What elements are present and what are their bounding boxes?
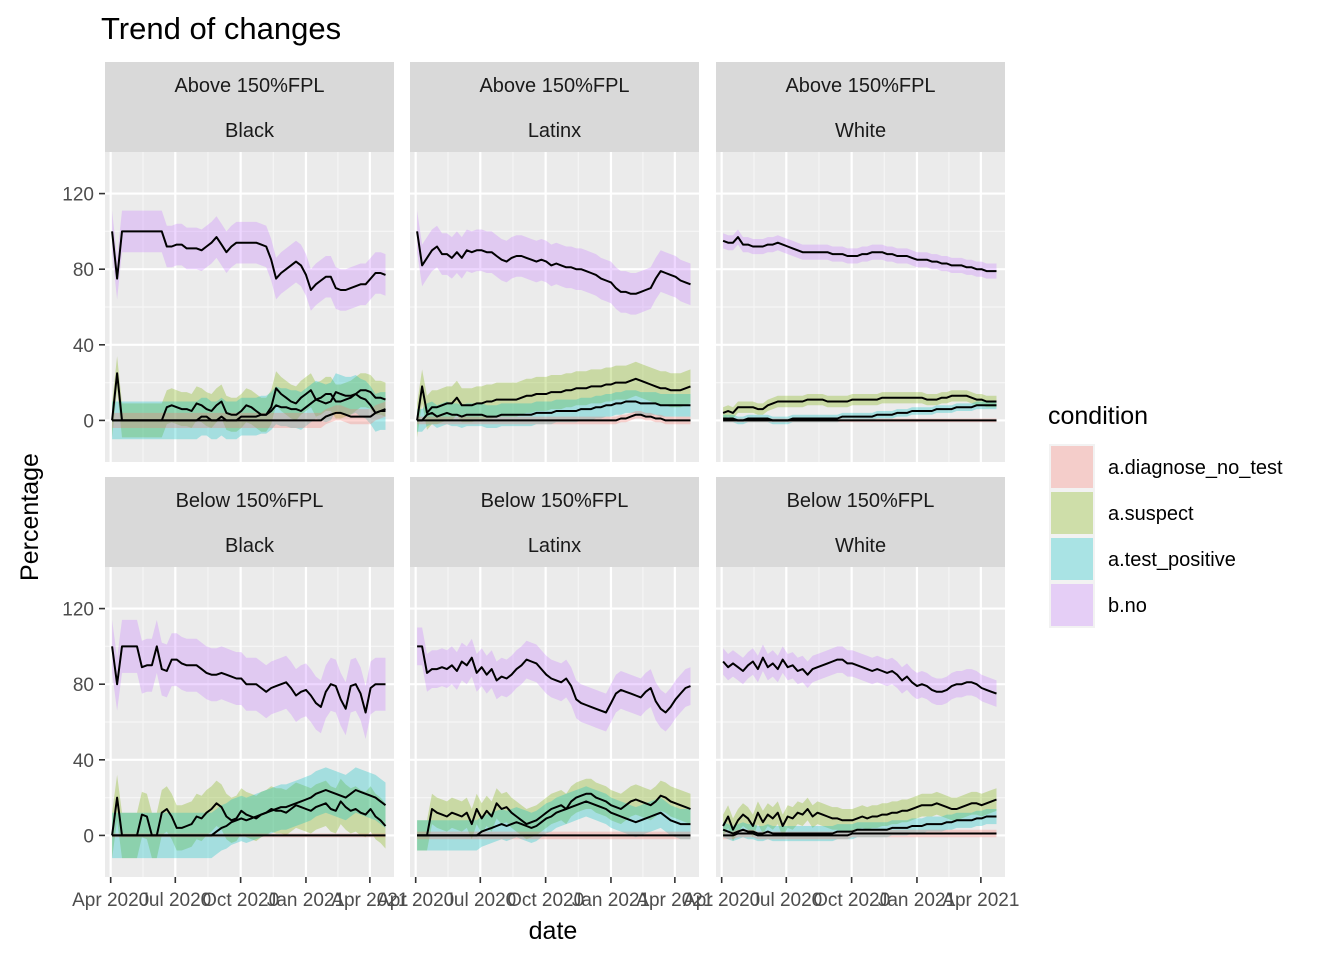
y-tick-label: 120 [62, 600, 94, 621]
facet-strip-label-top: Above 150%FPL [174, 75, 324, 97]
facet-panel: Below 150%FPL Latinx [410, 477, 699, 877]
line-group [416, 231, 691, 422]
legend-key-swatch [1051, 492, 1093, 534]
y-axis-title: Percentage [16, 453, 44, 581]
x-tick-label: Jul 2020 [444, 890, 516, 911]
facet-panel: Above 150%FPL Latinx [410, 62, 699, 462]
x-tick-label: Apr 2020 [377, 890, 454, 911]
legend-label-a-diagnose-no-test: a.diagnose_no_test [1108, 457, 1283, 479]
series-line-b-no [722, 656, 997, 695]
ribbon-b-no [723, 644, 997, 707]
x-tick-label: Jan 2021 [878, 890, 956, 911]
y-tick-label: 40 [73, 751, 94, 772]
series-line-a-suspect [417, 792, 691, 837]
facet-strip-label-top: Above 150%FPL [479, 75, 629, 97]
x-axis-title: date [529, 917, 578, 945]
legend-key-swatch [1051, 538, 1093, 580]
series-line-a-suspect [722, 394, 997, 414]
facet-strip-label-top: Above 150%FPL [785, 75, 935, 97]
ribbon-b-no [112, 619, 386, 739]
ribbon-b-no [417, 210, 691, 315]
series-line-a-suspect [722, 798, 997, 831]
line-group [111, 645, 387, 837]
facet-strip [105, 62, 394, 152]
ribbon-a-suspect [723, 788, 997, 842]
series-line-a-suspect [111, 796, 387, 837]
chart-title: Trend of changes [101, 11, 341, 46]
legend-key-background [1049, 444, 1095, 490]
facet-strip-label-top: Below 150%FPL [787, 490, 935, 512]
x-tick-label: Oct 2020 [813, 890, 890, 911]
facet-strip-label-bottom: Latinx [528, 535, 581, 557]
series-line-b-no [111, 645, 386, 714]
facet-strip-label-bottom: Black [225, 535, 275, 557]
x-tick-label: Jul 2020 [750, 890, 822, 911]
ribbon-a-suspect [723, 390, 997, 419]
ribbon-a-suspect [112, 356, 386, 438]
facet-strip-label-bottom: Black [225, 120, 275, 142]
line-group [111, 230, 386, 422]
y-tick-label: 80 [73, 675, 94, 696]
facet-strip [105, 477, 394, 567]
facet-strip-label-bottom: White [835, 535, 886, 557]
series-line-a-test-positive [722, 815, 997, 835]
x-tick-label: Apr 2021 [331, 890, 408, 911]
facet-strip-label-top: Below 150%FPL [176, 490, 324, 512]
series-line-a-diagnose-no-test [723, 832, 997, 837]
series-line-b-no [416, 231, 691, 295]
x-tick-label: Apr 2021 [942, 890, 1019, 911]
facet-strip [716, 62, 1005, 152]
legend-key-swatch [1051, 446, 1093, 488]
y-tick-label: 40 [73, 336, 94, 357]
series-line-b-no [111, 230, 386, 291]
legend-key-swatch [1051, 584, 1093, 626]
legend: condition a.diagnose_no_test a.suspect a.t… [1048, 402, 1283, 628]
facet-strip-label-bottom: White [835, 120, 886, 142]
legend-title: condition [1048, 402, 1148, 430]
ribbon-a-suspect [417, 361, 691, 438]
facet-strip [410, 477, 699, 567]
ribbon-b-no [112, 210, 386, 311]
series-line-a-suspect [416, 377, 691, 421]
series-line-b-no [417, 645, 691, 714]
line-group [722, 656, 997, 837]
series-line-b-no [722, 236, 997, 273]
series-line-a-diagnose-no-test [417, 413, 691, 422]
series-line-a-diagnose-no-test [112, 408, 386, 422]
x-tick-label: Jul 2020 [139, 890, 211, 911]
legend-key-background [1049, 582, 1095, 628]
facet-strip [716, 477, 1005, 567]
x-tick-label: Jan 2021 [267, 890, 345, 911]
y-tick-label: 0 [83, 411, 94, 432]
line-group [722, 236, 997, 422]
facet-panel: Above 150%FPL White [716, 62, 1005, 462]
legend-label-b-no: b.no [1108, 595, 1147, 617]
line-group [417, 645, 691, 837]
legend-label-a-suspect: a.suspect [1108, 503, 1194, 525]
y-tick-label: 0 [83, 826, 94, 847]
x-tick-label: Jan 2021 [572, 890, 650, 911]
facet-panel: Below 150%FPL White [716, 477, 1005, 877]
facet-strip-label-top: Below 150%FPL [481, 490, 629, 512]
facet-panel: Above 150%FPL Black [105, 62, 394, 462]
x-tick-label: Oct 2020 [202, 890, 279, 911]
x-tick-label: Oct 2020 [507, 890, 584, 911]
x-tick-label: Apr 2021 [636, 890, 713, 911]
legend-key-background [1049, 490, 1095, 536]
series-line-a-test-positive [723, 404, 997, 422]
x-tick-label: Apr 2020 [72, 890, 149, 911]
legend-key-background [1049, 536, 1095, 582]
x-tick-label: Apr 2020 [683, 890, 760, 911]
facet-panel: Below 150%FPL Black [105, 477, 394, 877]
facet-strip-label-bottom: Latinx [528, 120, 581, 142]
y-tick-label: 80 [73, 260, 94, 281]
legend-label-a-test-positive: a.test_positive [1108, 549, 1236, 571]
facet-strip [410, 62, 699, 152]
y-tick-label: 120 [62, 185, 94, 206]
series-line-a-test-positive [417, 400, 691, 422]
